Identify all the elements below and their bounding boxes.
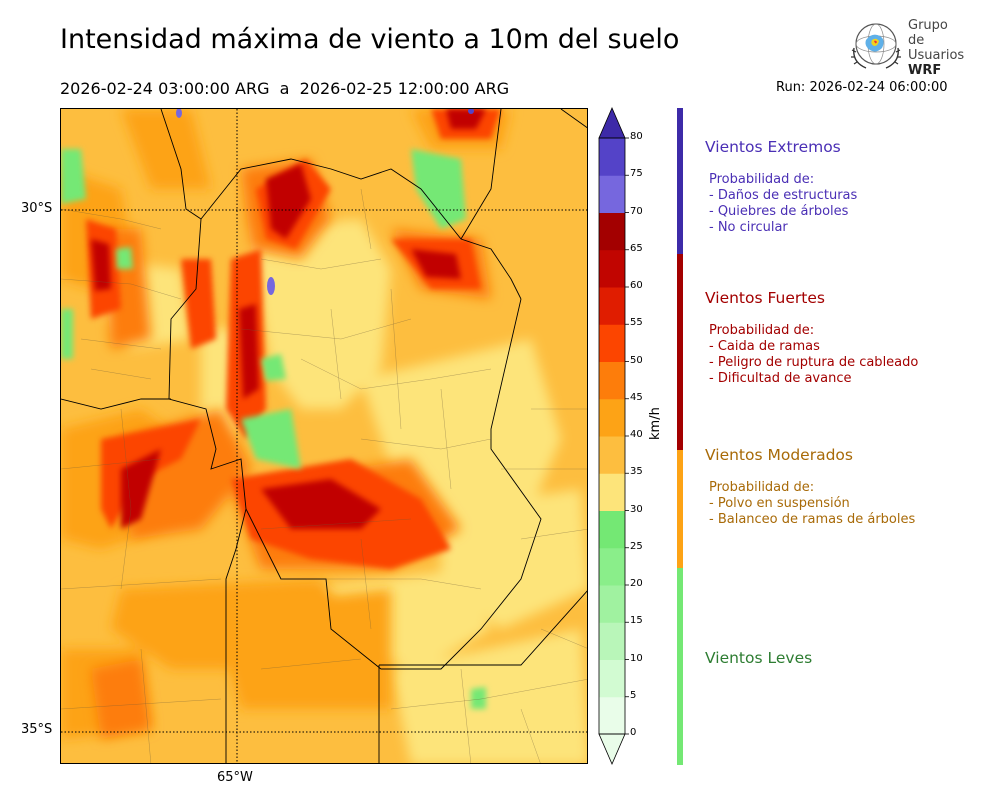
colorbar-tick-label: 45 [630, 391, 643, 403]
legend-leves-title: Vientos Leves [705, 649, 813, 667]
period-separator: a [279, 79, 290, 98]
logo-line2: Usuarios [908, 48, 965, 63]
colorbar-bin [599, 659, 625, 698]
legend-bar-segment [677, 568, 683, 765]
colorbar-tick-label: 80 [630, 131, 643, 142]
run-time: Run: 2026-02-24 06:00:00 [776, 80, 948, 95]
wind-zone-65-plus [176, 109, 474, 295]
graticule [61, 109, 587, 763]
logo-text: Grupo de Usuarios WRF [908, 18, 968, 78]
colorbar-bin [599, 138, 625, 176]
colorbar-tick-label: 5 [630, 689, 637, 701]
legend-bar-segment [677, 253, 683, 451]
colorbar-tick-label: 40 [630, 429, 643, 440]
legend-fuertes-line: - Dificultad de avance [709, 371, 852, 386]
colorbar [598, 106, 658, 768]
department-borders [61, 188, 587, 763]
colorbar-bin [599, 175, 625, 213]
globe-logo-icon [851, 23, 901, 69]
legend-moderados-line: Probabilidad de: [709, 480, 815, 495]
colorbar-tick-label: 30 [630, 503, 643, 515]
legend-extremos-title: Vientos Extremos [705, 138, 841, 156]
colorbar-tick-label: 10 [630, 652, 643, 664]
colorbar-bin [599, 249, 625, 288]
colorbar-tick-label: 50 [630, 354, 643, 366]
lat-label-35s: 35°S [21, 722, 53, 737]
colorbar-bin [599, 622, 625, 660]
legend-fuertes: Vientos Fuertes Probabilidad de: - Caida… [705, 289, 918, 387]
colorbar-bin [599, 398, 625, 437]
lon-label-65w: 65°W [217, 770, 253, 785]
lat-label-30s: 30°S [21, 201, 53, 216]
colorbar-overflow [598, 106, 626, 139]
logo-line3: WRF [908, 63, 942, 78]
colorbar-tick-label: 75 [630, 168, 643, 180]
colorbar-bin [599, 324, 625, 362]
forecast-period: 2026-02-24 03:00:00 ARG a 2026-02-25 12:… [60, 79, 509, 98]
colorbar-bin [599, 212, 625, 251]
colorbar-bin [599, 510, 625, 549]
colorbar-tick-label: 0 [630, 727, 637, 738]
wind-field-svg [61, 109, 587, 763]
colorbar-tick-label: 55 [630, 317, 643, 329]
legend-extremos: Vientos Extremos Probabilidad de: - Daño… [705, 138, 857, 236]
colorbar-tick-label: 60 [630, 280, 643, 291]
logo-line1: Grupo de [908, 18, 948, 48]
legend-extremos-line: - Daños de estructuras [709, 188, 858, 203]
colorbar-unit: km/h [648, 407, 663, 440]
colorbar-tick-label: 65 [630, 242, 643, 254]
legend-extremos-line: - No circular [709, 220, 788, 235]
legend-moderados-title: Vientos Moderados [705, 446, 853, 464]
legend-moderados-list: Probabilidad de: - Polvo en suspensión -… [709, 480, 915, 528]
colorbar-bin [599, 585, 625, 623]
province-borders [61, 109, 587, 763]
legend-extremos-line: - Quiebres de árboles [709, 204, 849, 219]
legend-extremos-list: Probabilidad de: - Daños de estructuras … [709, 172, 857, 236]
colorbar-svg [598, 106, 629, 766]
colorbar-bin [599, 361, 625, 400]
colorbar-bin [599, 547, 625, 586]
legend-fuertes-title: Vientos Fuertes [705, 289, 825, 307]
wind-map [60, 108, 588, 764]
legend-bar-segment [677, 450, 683, 569]
colorbar-tick-label: 35 [630, 466, 643, 478]
legend-extremos-line: Probabilidad de: [709, 172, 815, 187]
legend-moderados-line: - Balanceo de ramas de árboles [709, 512, 916, 527]
period-end: 2026-02-25 12:00:00 ARG [299, 79, 510, 98]
wind-zone-green [61, 149, 486, 709]
colorbar-tick-label: 20 [630, 578, 643, 589]
legend-fuertes-line: - Peligro de ruptura de cableado [709, 355, 919, 370]
map-title: Intensidad máxima de viento a 10m del su… [60, 24, 680, 55]
colorbar-bin [599, 473, 625, 511]
legend-moderados: Vientos Moderados Probabilidad de: - Pol… [705, 446, 915, 528]
wrf-logo: Grupo de Usuarios WRF [848, 18, 968, 78]
colorbar-tick-label: 70 [630, 205, 643, 217]
colorbar-bin [599, 436, 625, 474]
colorbar-underflow [598, 733, 626, 766]
period-start: 2026-02-24 03:00:00 ARG [60, 79, 270, 98]
colorbar-bin [599, 696, 625, 735]
legend-moderados-line: - Polvo en suspensión [709, 496, 850, 511]
legend-fuertes-list: Probabilidad de: - Caida de ramas - Peli… [709, 323, 918, 387]
colorbar-tick-label: 15 [630, 615, 643, 627]
legend-fuertes-line: Probabilidad de: [709, 323, 815, 338]
colorbar-bin [599, 287, 625, 325]
legend-bar-segment [677, 108, 683, 254]
legend-leves: Vientos Leves [705, 649, 812, 667]
colorbar-tick-label: 25 [630, 540, 643, 552]
legend-bar [677, 108, 683, 765]
legend-fuertes-line: - Caida de ramas [709, 339, 820, 354]
